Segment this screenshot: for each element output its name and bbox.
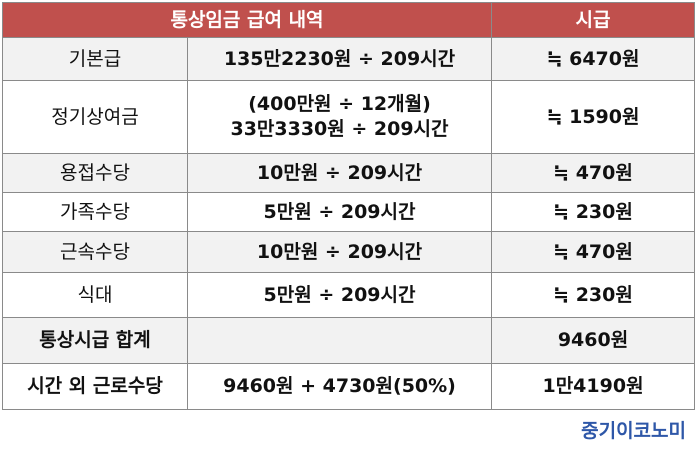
total-row: 통상시급 합계 9460원 bbox=[2, 317, 696, 364]
table-row: 근속수당 10만원 ÷ 209시간 ≒ 470원 bbox=[2, 231, 696, 273]
hourly-value: ≒ 470원 bbox=[491, 231, 696, 273]
header-hourly: 시급 bbox=[491, 2, 696, 38]
calc-formula: 135만2230원 ÷ 209시간 bbox=[186, 37, 493, 81]
hourly-value: ≒ 230원 bbox=[491, 192, 696, 232]
calc-formula: 10만원 ÷ 209시간 bbox=[186, 153, 493, 193]
calc-line: (400만원 ÷ 12개월) bbox=[248, 93, 431, 115]
table-row: 가족수당 5만원 ÷ 209시간 ≒ 230원 bbox=[2, 192, 696, 232]
hourly-value: ≒ 6470원 bbox=[491, 37, 696, 81]
item-name: 시간 외 근로수당 bbox=[2, 363, 188, 410]
calc-formula: 5만원 ÷ 209시간 bbox=[186, 272, 493, 318]
hourly-value: 1만4190원 bbox=[491, 363, 696, 410]
brand-logo: 중기이코노미 bbox=[581, 421, 686, 442]
table-row: 기본급 135만2230원 ÷ 209시간 ≒ 6470원 bbox=[2, 37, 696, 81]
header-breakdown: 통상임금 급여 내역 bbox=[1, 2, 493, 38]
calc-line: 33만3330원 ÷ 209시간 bbox=[230, 118, 449, 140]
item-name: 식대 bbox=[2, 272, 188, 318]
item-name: 기본급 bbox=[2, 37, 188, 81]
item-name: 정기상여금 bbox=[2, 80, 188, 154]
table-row: 식대 5만원 ÷ 209시간 ≒ 230원 bbox=[2, 272, 696, 318]
hourly-value: 9460원 bbox=[491, 317, 696, 364]
wage-table: 통상임금 급여 내역 시급 기본급 135만2230원 ÷ 209시간 ≒ 64… bbox=[1, 2, 696, 410]
item-name: 통상시급 합계 bbox=[2, 317, 188, 364]
item-name: 용접수당 bbox=[2, 153, 188, 193]
table-row: 용접수당 10만원 ÷ 209시간 ≒ 470원 bbox=[2, 153, 696, 193]
calc-formula: 9460원 + 4730원(50%) bbox=[186, 363, 493, 410]
item-name: 가족수당 bbox=[2, 192, 188, 232]
item-name: 근속수당 bbox=[2, 231, 188, 273]
hourly-value: ≒ 470원 bbox=[491, 153, 696, 193]
calc-formula: 10만원 ÷ 209시간 bbox=[186, 231, 493, 273]
calc-formula: (400만원 ÷ 12개월) 33만3330원 ÷ 209시간 bbox=[186, 80, 493, 154]
overtime-row: 시간 외 근로수당 9460원 + 4730원(50%) 1만4190원 bbox=[2, 363, 696, 410]
header-row: 통상임금 급여 내역 시급 bbox=[1, 2, 696, 38]
hourly-value: ≒ 1590원 bbox=[491, 80, 696, 154]
calc-formula: 5만원 ÷ 209시간 bbox=[186, 192, 493, 232]
calc-formula bbox=[186, 317, 493, 364]
table-row: 정기상여금 (400만원 ÷ 12개월) 33만3330원 ÷ 209시간 ≒ … bbox=[2, 80, 696, 154]
hourly-value: ≒ 230원 bbox=[491, 272, 696, 318]
